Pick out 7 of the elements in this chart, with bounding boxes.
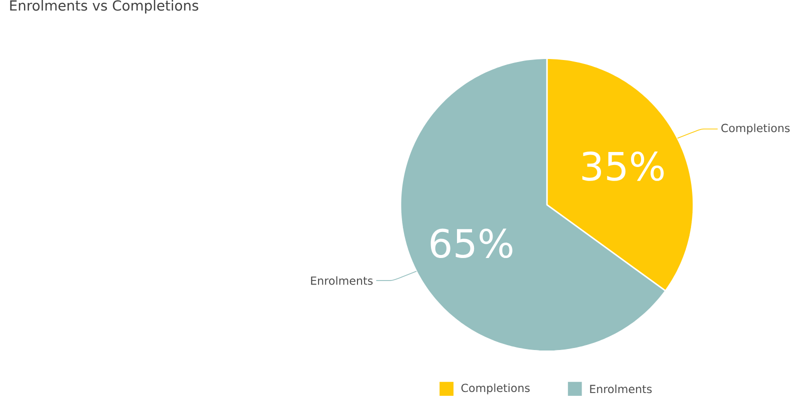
slice-label: Completions: [721, 124, 790, 134]
legend-label: Completions: [461, 384, 530, 394]
data-label: 65%: [430, 228, 512, 258]
text: Enrolments vs Completions: [10, 0, 198, 14]
slice-label: Enrolments: [311, 276, 373, 285]
data-label: 35%: [582, 152, 664, 181]
legend-label: Enrolments: [590, 384, 652, 394]
